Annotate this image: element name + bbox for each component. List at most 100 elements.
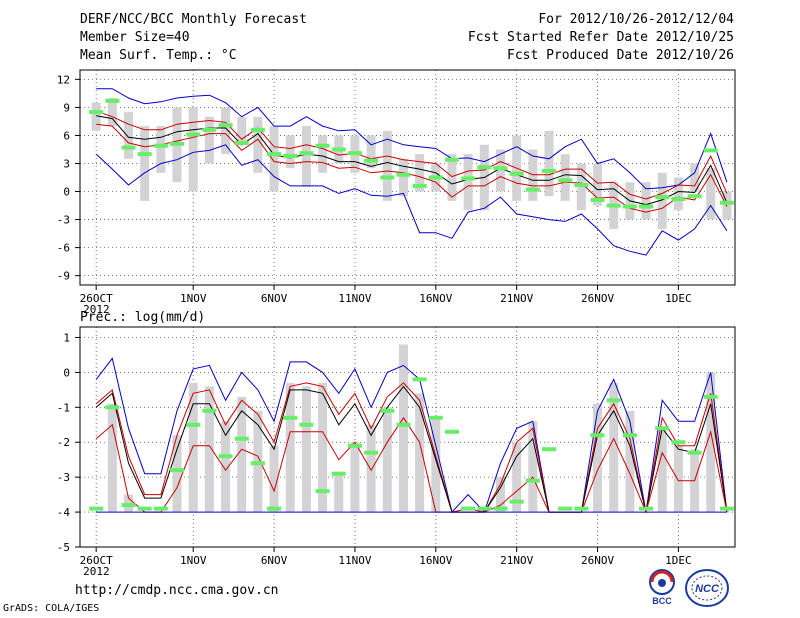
range-bar: [285, 382, 295, 513]
observed-marker: [574, 182, 589, 187]
range-bar: [625, 410, 635, 513]
x-year-label: 2012: [83, 303, 110, 316]
observed-marker: [331, 471, 346, 476]
range-bar: [318, 135, 328, 173]
y-tick-label: 1: [63, 331, 70, 344]
observed-marker: [234, 436, 249, 441]
observed-marker: [477, 506, 492, 511]
range-bar: [722, 512, 732, 513]
range-bar: [366, 424, 376, 513]
panel-precipitation: -5 -4 -3 -2 -1 0 1 26OCT 1NOV 6NOV 11NOV 16NOV 21NOV…: [57, 326, 736, 578]
observed-marker: [671, 197, 686, 201]
observed-marker: [347, 151, 362, 156]
series-line-min: [95, 144, 728, 256]
plot-frame: [79, 69, 736, 286]
observed-marker: [525, 478, 540, 483]
observed-marker: [639, 506, 654, 511]
observed-marker: [186, 422, 201, 427]
observed-marker: [234, 140, 249, 145]
range-bar: [237, 116, 247, 145]
observed-marker: [461, 506, 476, 511]
y-tick-label: -1: [57, 401, 70, 414]
range-bar: [334, 473, 344, 513]
x-tick-label: 21NOV: [500, 292, 533, 305]
x-tick-label: 1NOV: [180, 554, 207, 567]
observed-marker: [493, 166, 508, 171]
range-bar: [398, 158, 408, 197]
range-bar: [124, 112, 134, 159]
x-tick-label: 26NOV: [581, 554, 614, 567]
observed-marker: [347, 443, 362, 448]
range-bar: [431, 417, 441, 513]
source-url[interactable]: http://cmdp.ncc.cma.gov.cn: [75, 583, 279, 598]
range-bar: [269, 126, 279, 192]
observed-marker: [250, 127, 265, 132]
member-size: Member Size=40: [80, 30, 190, 45]
range-bar: [463, 154, 473, 211]
range-bar: [415, 154, 425, 192]
series-line-median: [95, 385, 728, 513]
y-tick-label: -5: [57, 541, 70, 554]
observed-marker: [283, 415, 298, 420]
range-bar: [107, 98, 117, 127]
series-line-q_high: [95, 382, 728, 513]
range-bar: [301, 126, 311, 187]
observed-marker: [380, 408, 395, 413]
observed-marker: [105, 405, 120, 410]
range-bar: [495, 477, 505, 513]
observed-marker: [639, 204, 654, 209]
y-tick-label: 0: [63, 366, 70, 379]
observed-marker: [622, 204, 637, 209]
observed-marker: [719, 200, 734, 205]
range-bar: [221, 421, 231, 513]
range-bar: [188, 382, 198, 513]
observed-marker: [655, 426, 670, 431]
y-tick-label: -3: [57, 471, 70, 484]
chart-title: DERF/NCC/BCC Monthly Forecast: [80, 12, 307, 27]
observed-marker: [218, 454, 233, 459]
range-bar: [140, 126, 150, 201]
bcc-logo-text: BCC: [652, 596, 672, 606]
observed-marker: [687, 194, 702, 199]
observed-marker: [590, 197, 605, 202]
observed-marker: [671, 440, 686, 445]
observed-marker: [186, 132, 201, 137]
series-line-max: [95, 357, 728, 514]
range-bar: [673, 445, 683, 513]
range-bar: [641, 182, 651, 220]
y-tick-label: -3: [57, 214, 70, 227]
range-bar: [495, 149, 505, 192]
x-tick-label: 6NOV: [261, 554, 288, 567]
observed-marker: [687, 450, 702, 455]
observed-marker: [331, 147, 346, 152]
observed-marker: [202, 408, 217, 413]
observed-marker: [558, 506, 573, 511]
bcc-logo: BCC: [649, 569, 675, 606]
y-tick-label: -2: [57, 436, 70, 449]
ncc-logo-text: NCC: [695, 583, 720, 595]
observed-marker: [89, 506, 104, 511]
range-bar: [447, 154, 457, 201]
x-tick-label: 21NOV: [500, 554, 533, 567]
range-bar: [415, 393, 425, 513]
range-bar: [398, 344, 408, 513]
observed-marker: [428, 175, 443, 180]
range-bar: [253, 116, 263, 173]
observed-marker: [170, 468, 185, 473]
observed-marker: [558, 178, 573, 183]
series-line-q_low: [95, 416, 728, 514]
x-tick-label: 11NOV: [338, 292, 371, 305]
observed-marker: [315, 143, 330, 148]
range-bar: [237, 396, 247, 513]
observed-marker: [542, 447, 557, 452]
forecast-period: For 2012/10/26-2012/12/04: [538, 12, 734, 27]
range-bar: [204, 116, 214, 164]
range-bar: [673, 177, 683, 211]
range-bar: [657, 172, 667, 229]
observed-marker: [493, 506, 508, 511]
y-tick-label: -9: [57, 270, 70, 283]
y-tick-label: 6: [63, 129, 70, 142]
observed-marker: [380, 175, 395, 180]
observed-marker: [622, 433, 637, 438]
x-tick-label: 26NOV: [581, 292, 614, 305]
